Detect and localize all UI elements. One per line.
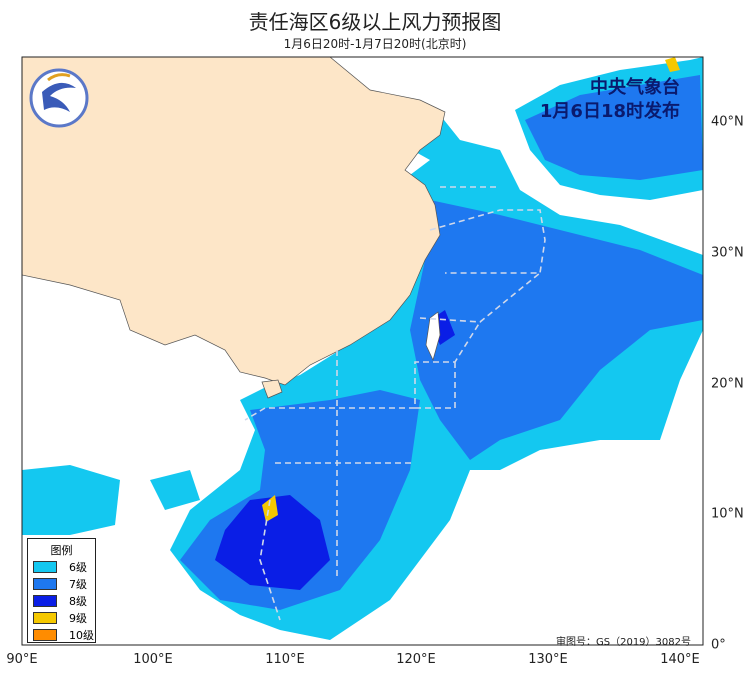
lon-tick: 100°E bbox=[133, 652, 173, 667]
legend-label: 7级 bbox=[69, 577, 87, 591]
legend-swatch bbox=[33, 611, 57, 624]
watermark-agency: 中央气象台 bbox=[590, 77, 680, 98]
legend-label: 8级 bbox=[69, 594, 87, 608]
map-title: 责任海区6级以上风力预报图 bbox=[248, 10, 502, 34]
lon-tick: 120°E bbox=[396, 652, 436, 667]
legend-item: 10级 bbox=[33, 626, 95, 643]
map-legend: 图例 6级 7级 8级 9级 10级 bbox=[27, 538, 96, 643]
legend-swatch bbox=[33, 577, 57, 590]
cma-logo-icon bbox=[29, 68, 89, 128]
lat-tick: 20°N bbox=[711, 376, 744, 392]
legend-label: 10级 bbox=[69, 628, 94, 642]
legend-item: 6级 bbox=[33, 558, 95, 575]
china-land bbox=[21, 56, 446, 386]
lat-tick: 0° bbox=[711, 637, 726, 653]
legend-item: 7级 bbox=[33, 575, 95, 592]
legend-swatch bbox=[33, 560, 57, 573]
lon-tick: 140°E bbox=[660, 652, 700, 667]
legend-title: 图例 bbox=[50, 544, 73, 557]
map-subtitle: 1月6日20时-1月7日20时(北京时) bbox=[283, 37, 467, 51]
legend-label: 9级 bbox=[69, 611, 87, 625]
legend-swatch bbox=[33, 628, 57, 641]
wind-level-9-areas bbox=[262, 57, 680, 522]
legend-item: 9级 bbox=[33, 609, 95, 626]
taiwan-island bbox=[425, 311, 441, 362]
responsibility-area-boundaries bbox=[244, 186, 546, 621]
lat-tick: 10°N bbox=[711, 506, 744, 522]
lon-tick: 90°E bbox=[6, 652, 38, 667]
hainan-island bbox=[261, 379, 283, 399]
lat-tick: 40°N bbox=[711, 114, 744, 130]
lat-tick: 30°N bbox=[711, 245, 744, 261]
map-frame bbox=[21, 56, 704, 646]
lon-tick: 130°E bbox=[528, 652, 568, 667]
legend-swatch bbox=[33, 594, 57, 607]
legend-item: 8级 bbox=[33, 592, 95, 609]
lon-tick: 110°E bbox=[265, 652, 305, 667]
legend-label: 6级 bbox=[69, 560, 87, 574]
map-review-number: 审图号：GS（2019）3082号 bbox=[556, 637, 691, 648]
watermark-issued-time: 1月6日18时发布 bbox=[539, 101, 680, 122]
